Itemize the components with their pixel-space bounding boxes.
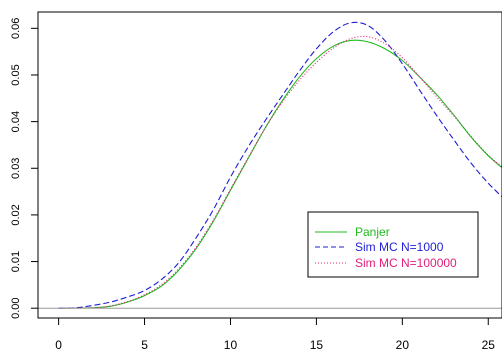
series-layer (58, 21, 502, 309)
series-line-sim-1000 (58, 21, 502, 309)
y-tick-label: 0.05 (10, 64, 22, 85)
legend-label-panjer: Panjer (355, 225, 390, 239)
plot-frame (37, 11, 502, 319)
x-tick-label: 20 (396, 338, 410, 352)
x-tick-label: 10 (224, 338, 238, 352)
x-axis: 0 5 10 15 20 25 (55, 318, 495, 352)
y-tick-label: 0.02 (10, 204, 22, 225)
legend-box (307, 211, 479, 278)
y-tick-label: 0.03 (10, 158, 22, 179)
legend: Panjer Sim MC N=1000 Sim MC N=100000 (307, 211, 479, 278)
x-tick-label: 25 (482, 338, 496, 352)
x-tick-label: 0 (55, 338, 62, 352)
x-tick-label: 15 (310, 338, 324, 352)
series-line-panjer (58, 39, 502, 309)
y-tick-label: 0.00 (10, 297, 22, 318)
y-tick-label: 0.01 (10, 251, 22, 272)
y-tick-label: 0.04 (10, 111, 22, 132)
legend-label-sim-100000: Sim MC N=100000 (355, 256, 457, 270)
y-axis: 0.00 0.01 0.02 0.03 0.04 0.05 0.06 (10, 18, 38, 319)
y-tick-label: 0.06 (10, 18, 22, 39)
x-tick-label: 5 (141, 338, 148, 352)
legend-label-sim-1000: Sim MC N=1000 (355, 240, 444, 254)
